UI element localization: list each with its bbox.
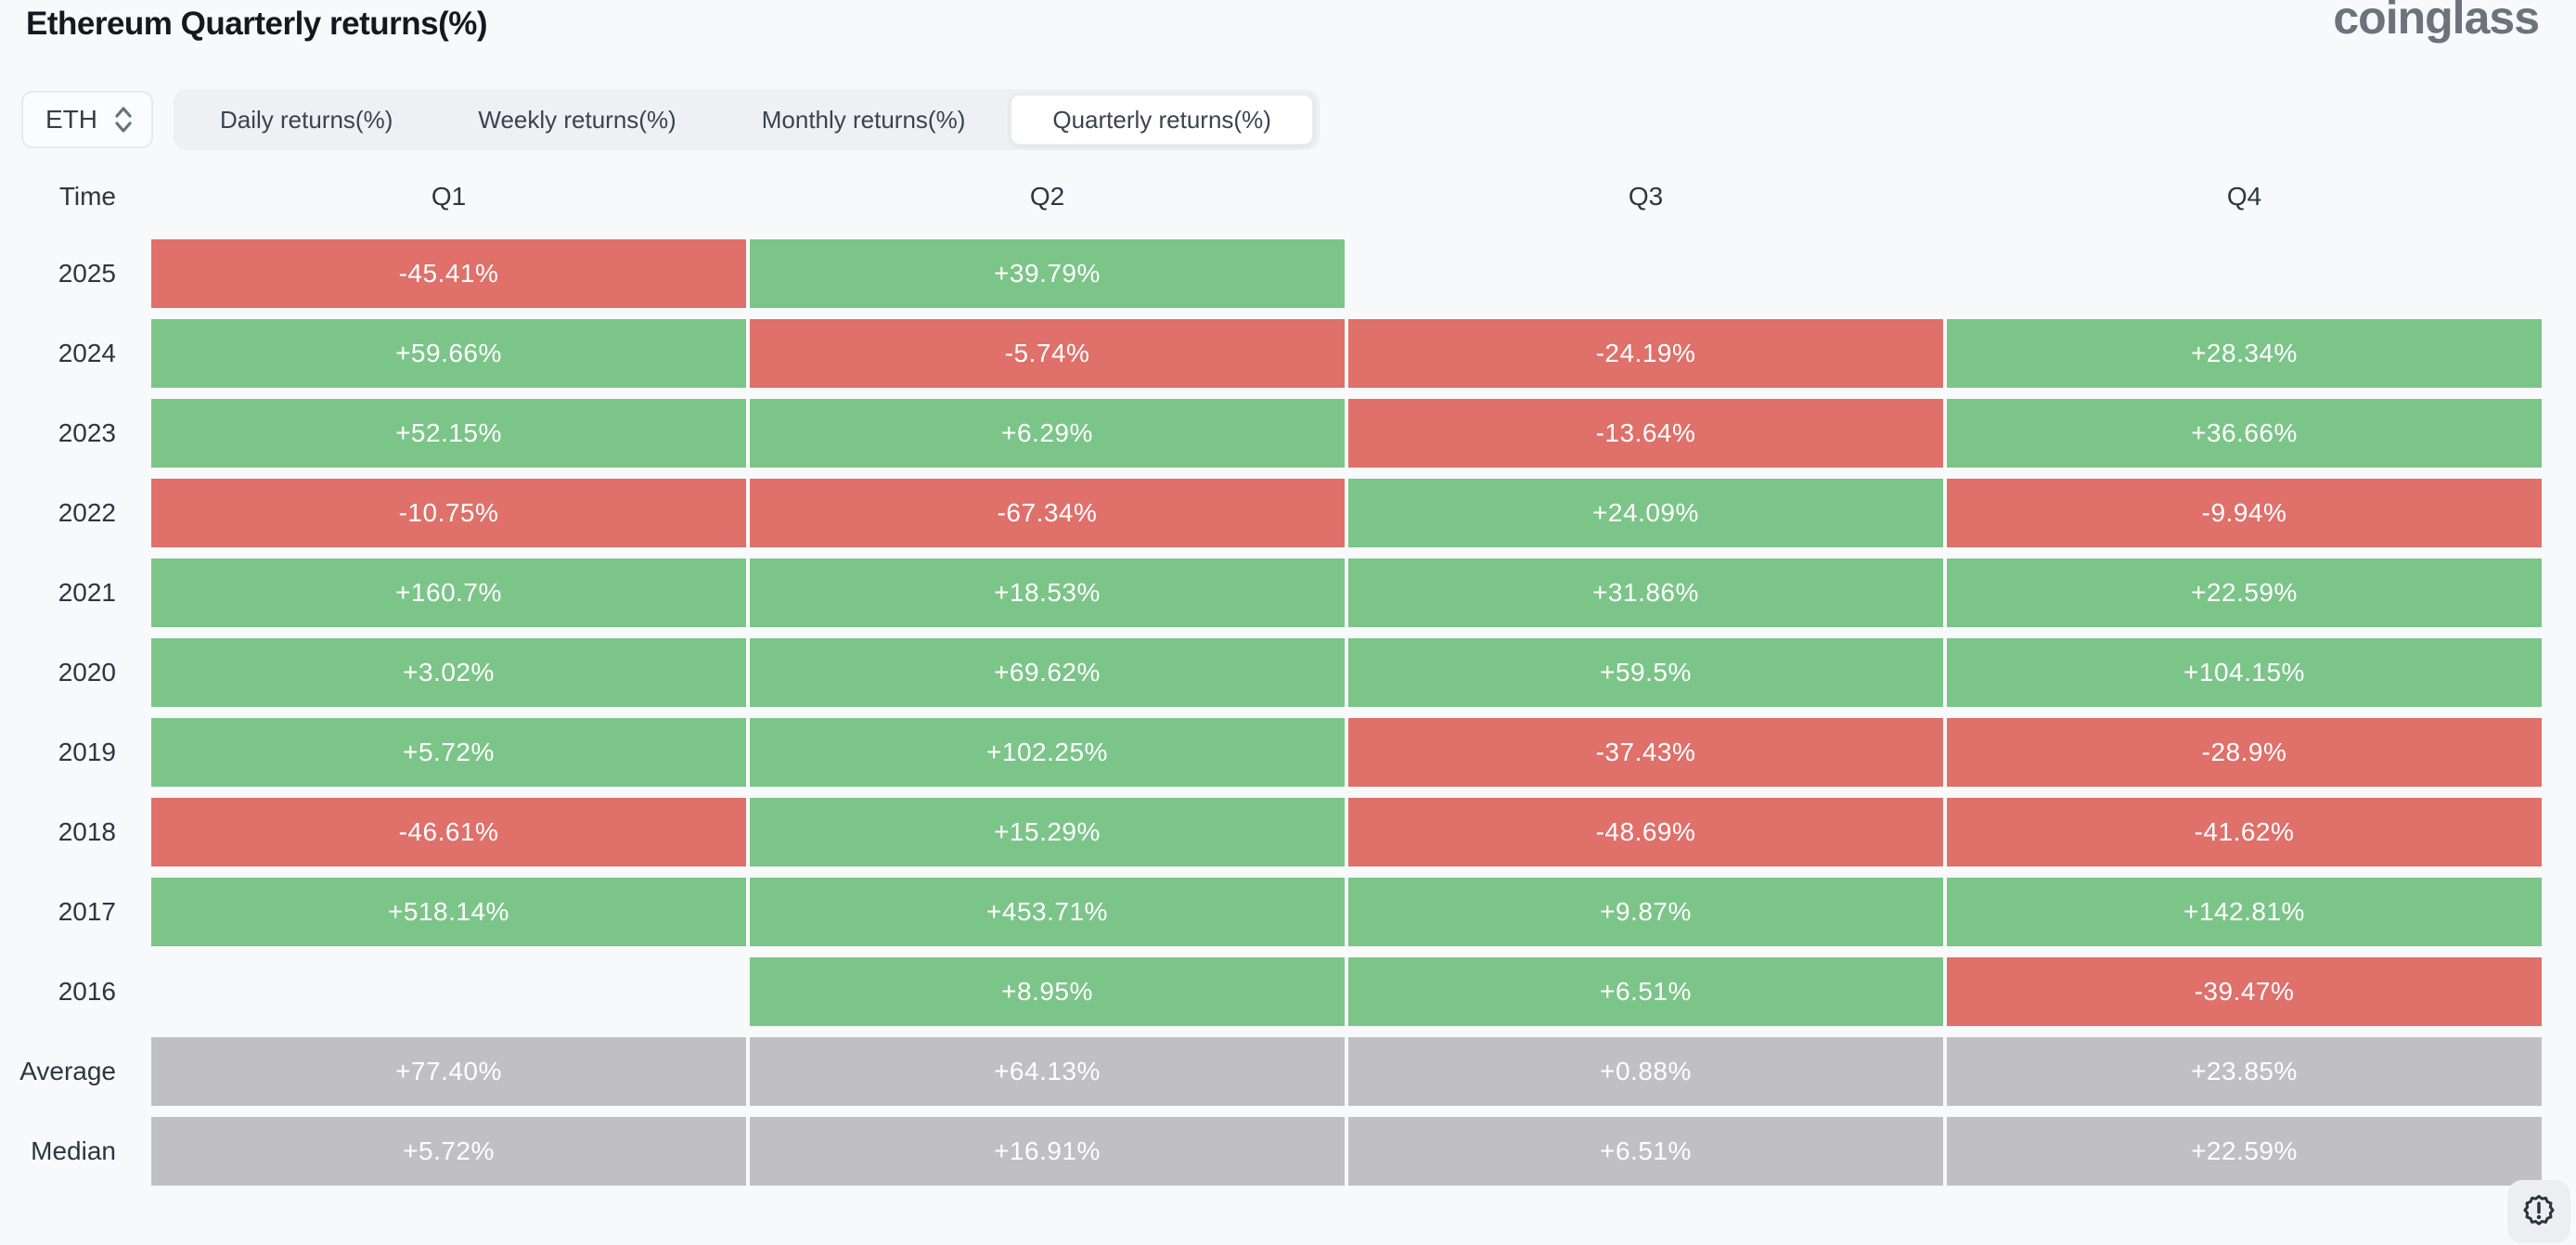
table-cell[interactable]: -13.64%	[1348, 399, 1943, 468]
column-header-q1: Q1	[431, 182, 467, 211]
table-cell[interactable]: -37.43%	[1348, 718, 1943, 787]
table-cell[interactable]: +453.71%	[750, 878, 1345, 946]
table-cell[interactable]: +5.72%	[151, 1117, 746, 1186]
table-cell[interactable]: +160.7%	[151, 558, 746, 627]
table-cell[interactable]: +64.13%	[750, 1037, 1345, 1106]
row-label: 2025	[58, 259, 116, 288]
table-cell[interactable]: -46.61%	[151, 798, 746, 866]
row-label: 2024	[58, 339, 116, 367]
table-row-2020: 2020 +3.02% +69.62% +59.5% +104.15%	[0, 638, 2542, 707]
table-cell[interactable]: -28.9%	[1947, 718, 2542, 787]
table-cell[interactable]: -45.41%	[151, 239, 746, 308]
row-label: 2018	[58, 817, 116, 846]
table-cell[interactable]: +142.81%	[1947, 878, 2542, 946]
table-cell[interactable]: +6.51%	[1348, 1117, 1943, 1186]
page-title: Ethereum Quarterly returns(%)	[26, 6, 488, 42]
table-header-row: Time Q1 Q2 Q3 Q4	[0, 173, 2542, 221]
table-row-2017: 2017 +518.14% +453.71% +9.87% +142.81%	[0, 878, 2542, 946]
table-cell[interactable]: +18.53%	[750, 558, 1345, 627]
row-label: Median	[31, 1136, 116, 1165]
badge-exclamation-icon	[2521, 1193, 2557, 1231]
table-row-2022: 2022 -10.75% -67.34% +24.09% -9.94%	[0, 479, 2542, 547]
row-label: 2021	[58, 578, 116, 607]
report-issue-button[interactable]	[2507, 1180, 2570, 1243]
table-cell[interactable]: +6.51%	[1348, 957, 1943, 1026]
symbol-select-value: ETH	[45, 105, 97, 134]
up-down-chevron-icon	[112, 104, 135, 135]
table-cell[interactable]: +77.40%	[151, 1037, 746, 1106]
table-cell[interactable]: +518.14%	[151, 878, 746, 946]
table-cell[interactable]: +102.25%	[750, 718, 1345, 787]
table-cell[interactable]: +28.34%	[1947, 319, 2542, 388]
table-cell[interactable]: -48.69%	[1348, 798, 1943, 866]
table-cell-empty	[1348, 239, 1943, 308]
table-row-2025: 2025 -45.41% +39.79%	[0, 239, 2542, 308]
table-cell[interactable]: +52.15%	[151, 399, 746, 468]
row-label: 2020	[58, 658, 116, 687]
table-row-2018: 2018 -46.61% +15.29% -48.69% -41.62%	[0, 798, 2542, 866]
table-cell[interactable]: +24.09%	[1348, 479, 1943, 547]
row-label: 2016	[58, 977, 116, 1006]
row-label: Average	[19, 1057, 116, 1085]
table-cell-empty	[1947, 239, 2542, 308]
column-header-q2: Q2	[1029, 182, 1065, 211]
table-cell[interactable]: +6.29%	[750, 399, 1345, 468]
table-cell[interactable]: +9.87%	[1348, 878, 1943, 946]
row-label: 2019	[58, 738, 116, 766]
table-cell[interactable]: -39.47%	[1947, 957, 2542, 1026]
table-row-median: Median +5.72% +16.91% +6.51% +22.59%	[0, 1117, 2542, 1186]
table-cell-empty	[151, 957, 746, 1026]
table-cell[interactable]: +15.29%	[750, 798, 1345, 866]
controls-bar: ETH Daily returns(%) Weekly returns(%) Mon…	[21, 89, 1320, 150]
returns-period-tabs: Daily returns(%) Weekly returns(%) Monthly…	[174, 89, 1320, 150]
tab-weekly[interactable]: Weekly returns(%)	[478, 105, 676, 134]
table-cell[interactable]: +31.86%	[1348, 558, 1943, 627]
table-cell[interactable]: -67.34%	[750, 479, 1345, 547]
table-cell[interactable]: +5.72%	[151, 718, 746, 787]
column-header-q4: Q4	[2226, 182, 2262, 211]
tab-quarterly[interactable]: Quarterly returns(%)	[1010, 94, 1314, 146]
table-cell[interactable]: -10.75%	[151, 479, 746, 547]
table-cell[interactable]: +59.5%	[1348, 638, 1943, 707]
column-header-time: Time	[58, 182, 116, 211]
table-cell[interactable]: -41.62%	[1947, 798, 2542, 866]
table-cell[interactable]: +22.59%	[1947, 1117, 2542, 1186]
table-cell[interactable]: +22.59%	[1947, 558, 2542, 627]
table-cell[interactable]: -9.94%	[1947, 479, 2542, 547]
table-cell[interactable]: +3.02%	[151, 638, 746, 707]
table-cell[interactable]: -24.19%	[1348, 319, 1943, 388]
table-row-2016: 2016 +8.95% +6.51% -39.47%	[0, 957, 2542, 1026]
coinglass-logo: coinglass	[2333, 0, 2540, 44]
tab-daily[interactable]: Daily returns(%)	[220, 105, 393, 134]
table-row-average: Average +77.40% +64.13% +0.88% +23.85%	[0, 1037, 2542, 1106]
table-cell[interactable]: +16.91%	[750, 1117, 1345, 1186]
table-cell[interactable]: +36.66%	[1947, 399, 2542, 468]
table-cell[interactable]: +69.62%	[750, 638, 1345, 707]
column-header-q3: Q3	[1628, 182, 1664, 211]
row-label: 2023	[58, 418, 116, 447]
table-cell[interactable]: +59.66%	[151, 319, 746, 388]
table-cell[interactable]: +104.15%	[1947, 638, 2542, 707]
table-row-2023: 2023 +52.15% +6.29% -13.64% +36.66%	[0, 399, 2542, 468]
table-cell[interactable]: +23.85%	[1947, 1037, 2542, 1106]
table-row-2019: 2019 +5.72% +102.25% -37.43% -28.9%	[0, 718, 2542, 787]
table-cell[interactable]: +8.95%	[750, 957, 1345, 1026]
table-cell[interactable]: +0.88%	[1348, 1037, 1943, 1106]
tab-monthly[interactable]: Monthly returns(%)	[761, 105, 966, 134]
table-row-2021: 2021 +160.7% +18.53% +31.86% +22.59%	[0, 558, 2542, 627]
table-cell[interactable]: +39.79%	[750, 239, 1345, 308]
table-row-2024: 2024 +59.66% -5.74% -24.19% +28.34%	[0, 319, 2542, 388]
table-cell[interactable]: -5.74%	[750, 319, 1345, 388]
row-label: 2017	[58, 897, 116, 926]
returns-table: Time Q1 Q2 Q3 Q4 2025 -45.41% +39.79% 2024 +59.66…	[0, 173, 2542, 1197]
symbol-select[interactable]: ETH	[21, 91, 153, 148]
row-label: 2022	[58, 498, 116, 527]
